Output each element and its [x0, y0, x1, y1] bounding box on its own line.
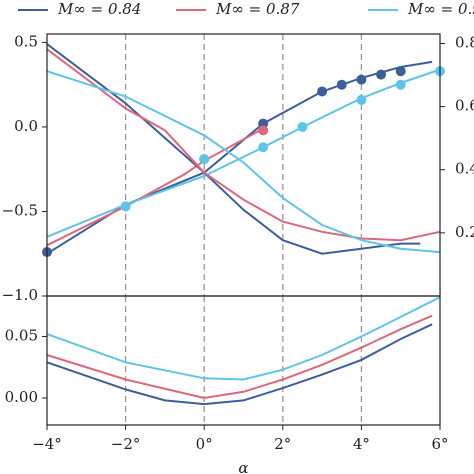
- legend-label: M∞ = 0.9: [407, 0, 474, 18]
- y2-tick-label: 0.8: [455, 33, 474, 51]
- series-marker: [317, 86, 328, 97]
- series-marker: [120, 201, 131, 212]
- y-tick-label: 0.00: [5, 388, 38, 406]
- series-marker: [258, 125, 269, 136]
- legend-label: M∞ = 0.87: [215, 0, 300, 18]
- series-marker: [336, 79, 347, 90]
- y2-tick-label: 0.2: [455, 223, 474, 241]
- x-tick-label: −4°: [32, 435, 62, 453]
- series-line: [46, 314, 433, 400]
- series-line: [46, 127, 264, 247]
- y2-tick-label: 0.6: [455, 97, 474, 115]
- series-line: [46, 296, 441, 381]
- legend-label: M∞ = 0.84: [57, 0, 141, 18]
- y2-tick-label: 0.4: [455, 160, 474, 178]
- series-marker: [395, 66, 406, 77]
- series-line: [46, 48, 441, 242]
- series-line: [46, 70, 441, 254]
- series-line: [46, 323, 433, 406]
- x-axis-label: α: [238, 459, 248, 474]
- plot-frame: [46, 295, 441, 426]
- x-tick-label: −2°: [111, 435, 141, 453]
- series-marker: [199, 154, 210, 165]
- series-marker: [258, 142, 269, 153]
- y-tick-label: −0.5: [2, 201, 38, 219]
- x-tick-label: 2°: [274, 435, 291, 453]
- x-tick-label: 4°: [353, 435, 370, 453]
- y-tick-label: −1.0: [2, 286, 38, 304]
- series-line: [46, 68, 441, 238]
- y-tick-label: 0.0: [14, 117, 38, 135]
- series-marker: [395, 79, 406, 90]
- series-marker: [297, 121, 308, 132]
- series-marker: [376, 69, 387, 80]
- series-marker: [356, 74, 367, 85]
- x-tick-label: 0°: [196, 435, 213, 453]
- x-tick-label: 6°: [431, 435, 448, 453]
- y-tick-label: 0.5: [14, 32, 38, 50]
- y-tick-label: 0.05: [5, 327, 38, 345]
- series-marker: [356, 94, 367, 105]
